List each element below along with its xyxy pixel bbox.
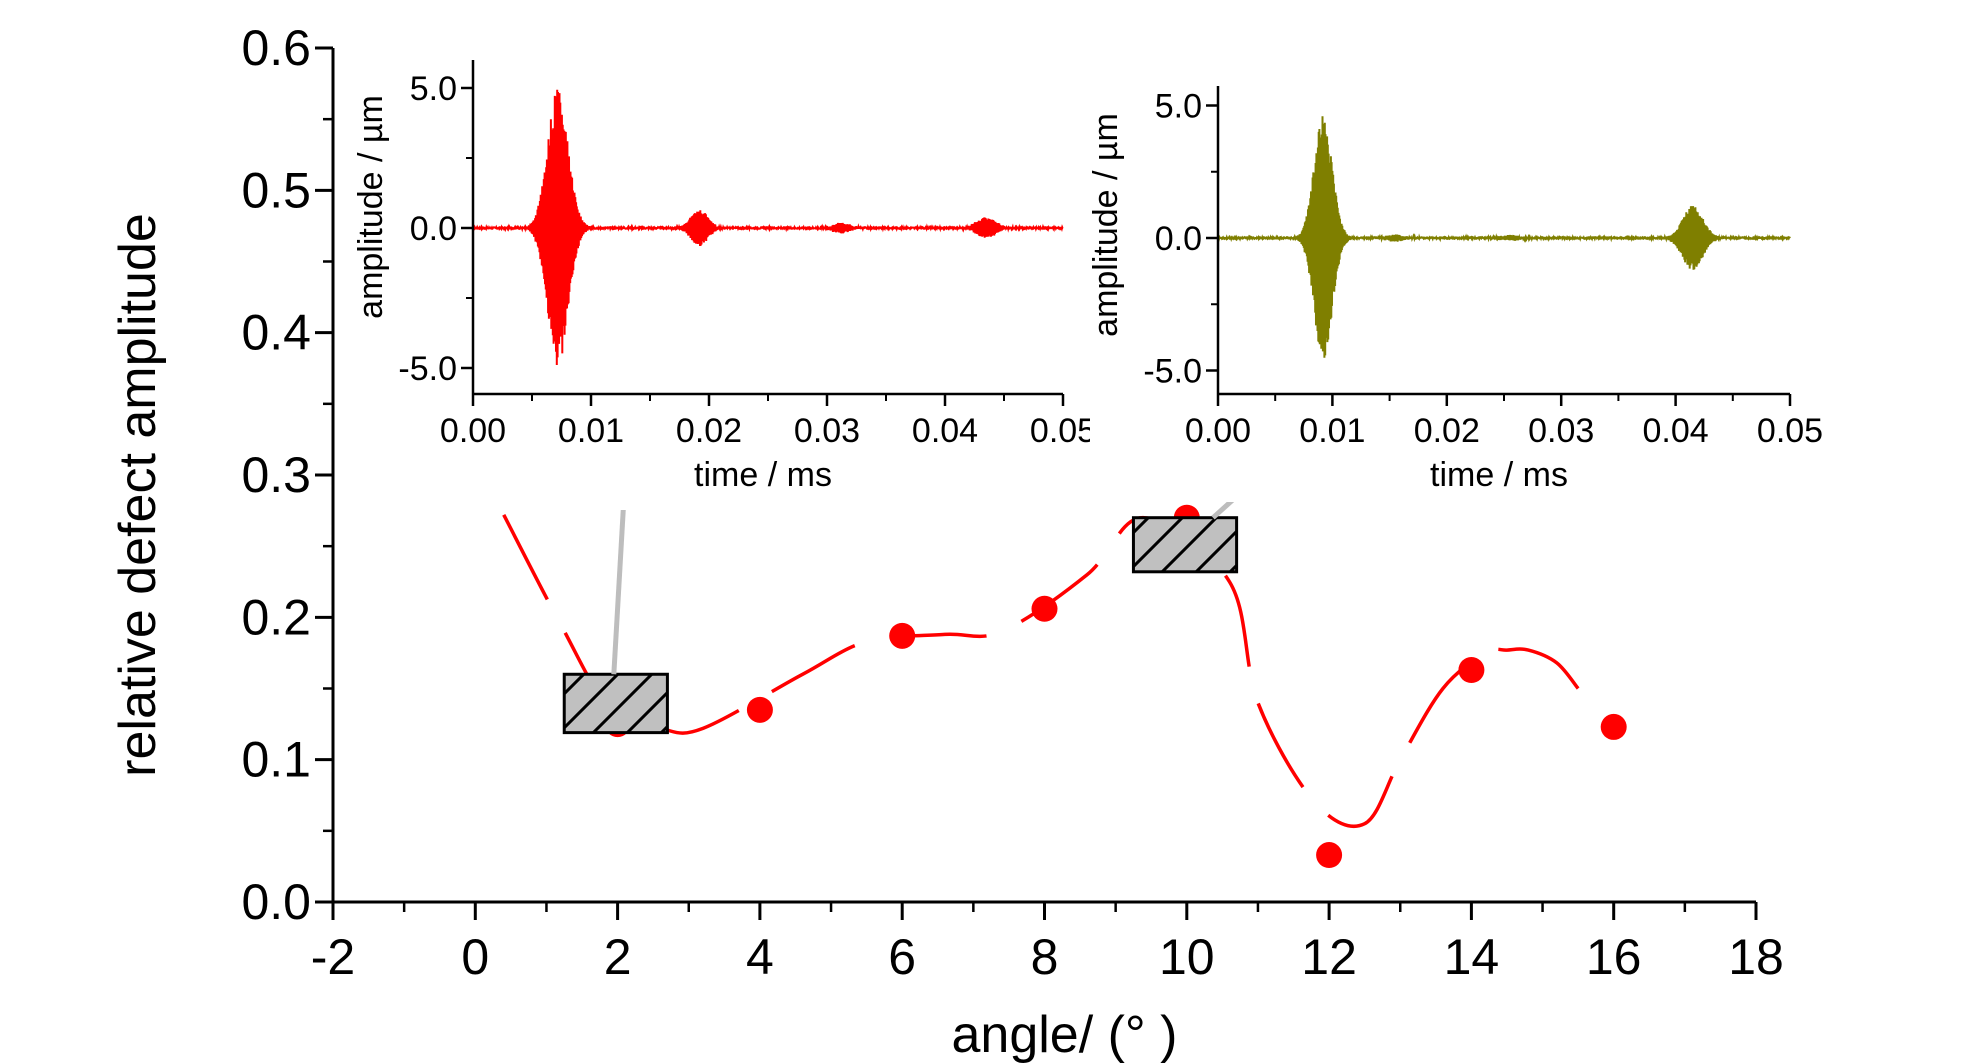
inset-y-axis-title: amplitude / µm [352, 95, 390, 319]
inset-y-tick-label: -5.0 [1143, 353, 1202, 391]
main-y-axis-title: relative defect amplitude [109, 213, 167, 777]
inset-x-tick-label: 0.03 [794, 412, 860, 450]
hatched-rectangle [1131, 516, 1239, 574]
main-x-tick-label: 12 [1301, 929, 1357, 985]
main-x-tick-label: 10 [1159, 929, 1215, 985]
main-x-tick-label: 14 [1444, 929, 1500, 985]
main-y-tick-label: 0.4 [241, 305, 311, 361]
inset-x-tick-label: 0.00 [1185, 412, 1251, 450]
inset-x-tick-label: 0.00 [440, 412, 506, 450]
main-y-tick-label: 0.2 [241, 589, 311, 645]
main-x-tick-label: -2 [311, 929, 355, 985]
inset-y-tick-label: 0.0 [410, 210, 457, 248]
main-y-tick-label: 0.5 [241, 162, 311, 218]
inset-x-tick-label: 0.03 [1528, 412, 1594, 450]
inset-x-tick-label: 0.04 [1643, 412, 1709, 450]
main-fit-curve [502, 514, 1580, 828]
inset-background [345, 52, 1085, 510]
inset-x-tick-label: 0.04 [912, 412, 978, 450]
main-x-tick-label: 18 [1728, 929, 1784, 985]
inset-x-tick-label: 0.02 [1414, 412, 1480, 450]
main-x-axis-title: angle/ (° ) [951, 1006, 1177, 1063]
inset-x-tick-label: 0.02 [676, 412, 742, 450]
main-x-tick-label: 2 [604, 929, 632, 985]
main-data-point [1031, 595, 1058, 622]
inset-y-tick-label: 5.0 [1155, 88, 1202, 126]
inset-y-tick-label: -5.0 [398, 350, 457, 388]
main-y-tick-label: 0.0 [241, 874, 311, 930]
main-x-tick-label: 16 [1586, 929, 1642, 985]
inset-y-tick-label: 0.0 [1155, 220, 1202, 258]
main-data-point [1600, 713, 1627, 740]
inset-x-tick-label: 0.01 [1299, 412, 1365, 450]
inset-x-axis-title: time / ms [1430, 456, 1568, 494]
inset-x-tick-label: 0.05 [1757, 412, 1823, 450]
main-x-tick-label: 8 [1031, 929, 1059, 985]
main-y-tick-label: 0.6 [241, 20, 311, 76]
main-y-tick-label: 0.3 [241, 447, 311, 503]
inset-y-tick-label: 5.0 [410, 70, 457, 108]
inset-waveform [1217, 116, 1791, 358]
inset-x-tick-label: 0.05 [1030, 412, 1096, 450]
inset-x-tick-label: 0.01 [558, 412, 624, 450]
inset-y-axis-title: amplitude / µm [1087, 113, 1125, 337]
main-x-tick-label: 6 [888, 929, 916, 985]
main-x-tick-label: 0 [461, 929, 489, 985]
inset-left: 0.00 0.01 0.02 0.03 0.04 0.05 5.0 0.0 -5.0 time /… [345, 52, 1096, 510]
inset-right: 0.00 0.01 0.02 0.03 0.04 0.05 5.0 0.0 -5.0 time /… [1087, 70, 1823, 502]
main-data-point [1458, 656, 1485, 683]
main-data-point [1316, 842, 1343, 869]
inset-x-axis-title: time / ms [694, 456, 832, 494]
hatched-rectangle [562, 672, 669, 735]
main-data-point [889, 622, 916, 649]
main-data-point [746, 696, 773, 723]
main-x-tick-label: 4 [746, 929, 774, 985]
inset-background [1090, 70, 1810, 502]
main-y-tick-label: 0.1 [241, 732, 311, 788]
inset-waveform [472, 89, 1064, 366]
